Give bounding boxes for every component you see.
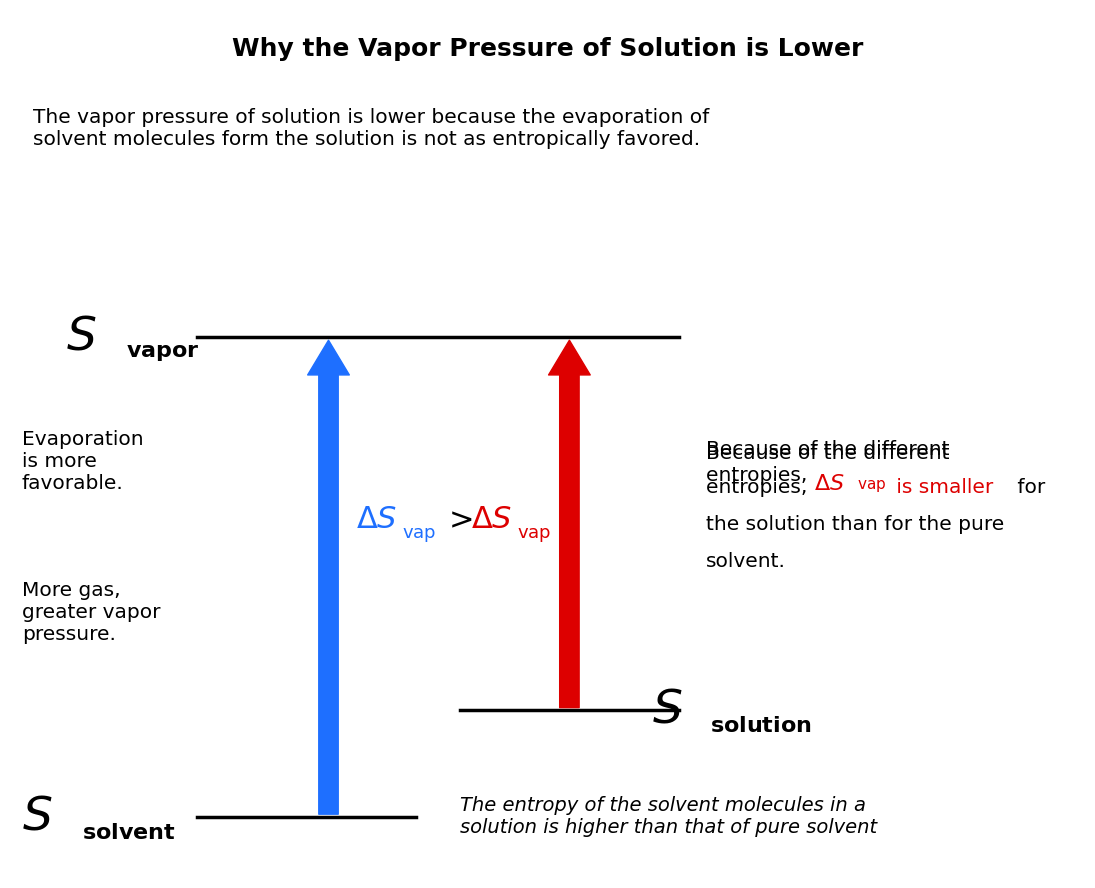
Text: $\mathbf{solution}$: $\mathbf{solution}$ bbox=[710, 717, 811, 736]
Text: Because of the different: Because of the different bbox=[706, 440, 949, 458]
Text: solvent.: solvent. bbox=[706, 552, 786, 571]
Text: The entropy of the solvent molecules in a
solution is higher than that of pure s: The entropy of the solvent molecules in … bbox=[460, 797, 877, 837]
Text: entropies,: entropies, bbox=[706, 478, 814, 496]
Text: $\mathregular{vap}$: $\mathregular{vap}$ bbox=[402, 527, 436, 544]
Text: $\mathbf{vapor}$: $\mathbf{vapor}$ bbox=[126, 344, 199, 363]
Text: $\mathbf{solvent}$: $\mathbf{solvent}$ bbox=[82, 823, 176, 843]
Text: $\mathregular{vap}$: $\mathregular{vap}$ bbox=[857, 478, 887, 494]
Text: $\Delta \mathit{S}$: $\Delta \mathit{S}$ bbox=[471, 505, 512, 534]
Text: Evaporation
is more
favorable.: Evaporation is more favorable. bbox=[22, 431, 143, 493]
Text: More gas,
greater vapor
pressure.: More gas, greater vapor pressure. bbox=[22, 582, 160, 644]
Text: $\mathbf{\it{S}}$: $\mathbf{\it{S}}$ bbox=[66, 315, 96, 360]
Text: for: for bbox=[1011, 478, 1045, 496]
Text: $\mathregular{vap}$: $\mathregular{vap}$ bbox=[517, 527, 551, 544]
Text: $\Delta \mathit{S}$: $\Delta \mathit{S}$ bbox=[814, 474, 844, 495]
Text: the solution than for the pure: the solution than for the pure bbox=[706, 515, 1004, 534]
Text: is smaller: is smaller bbox=[890, 478, 993, 496]
Text: $>$: $>$ bbox=[443, 505, 474, 534]
Text: The vapor pressure of solution is lower because the evaporation of
solvent molec: The vapor pressure of solution is lower … bbox=[33, 108, 710, 149]
Text: Why the Vapor Pressure of Solution is Lower: Why the Vapor Pressure of Solution is Lo… bbox=[232, 36, 863, 61]
Text: $\Delta \mathit{S}$: $\Delta \mathit{S}$ bbox=[356, 505, 397, 534]
Text: Because of the different
entropies,: Because of the different entropies, bbox=[706, 444, 949, 485]
Text: $\mathbf{\it{S}}$: $\mathbf{\it{S}}$ bbox=[652, 688, 682, 733]
Text: $\mathbf{\it{S}}$: $\mathbf{\it{S}}$ bbox=[22, 795, 53, 839]
